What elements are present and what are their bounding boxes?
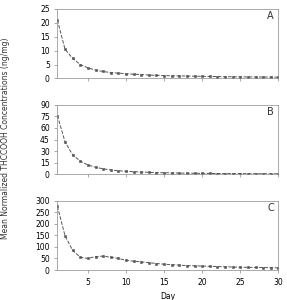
Text: A: A xyxy=(267,11,274,21)
X-axis label: Day: Day xyxy=(160,292,175,300)
Text: Mean Normalized THCCOOH Concentrations (ng/mg): Mean Normalized THCCOOH Concentrations (… xyxy=(1,37,10,239)
Text: B: B xyxy=(267,107,274,117)
Text: C: C xyxy=(267,203,274,213)
